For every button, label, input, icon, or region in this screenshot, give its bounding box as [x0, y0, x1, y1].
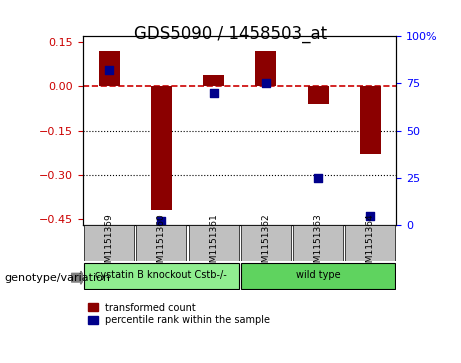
Bar	[307, 86, 329, 104]
Bar	[255, 51, 276, 86]
Text: GSM1151359: GSM1151359	[105, 213, 113, 274]
Text: GSM1151360: GSM1151360	[157, 213, 166, 274]
Bar	[203, 75, 224, 86]
Text: wild type: wild type	[296, 270, 340, 280]
Point	[366, 213, 374, 219]
Bar	[99, 51, 119, 86]
FancyBboxPatch shape	[84, 263, 239, 289]
Point	[210, 90, 217, 96]
FancyBboxPatch shape	[136, 225, 186, 261]
FancyBboxPatch shape	[241, 263, 396, 289]
Text: GSM1151363: GSM1151363	[313, 213, 323, 274]
Legend: transformed count, percentile rank within the sample: transformed count, percentile rank withi…	[88, 302, 270, 326]
Text: GSM1151361: GSM1151361	[209, 213, 218, 274]
Bar	[360, 86, 381, 154]
FancyBboxPatch shape	[189, 225, 239, 261]
Point	[106, 68, 113, 73]
Text: GSM1151364: GSM1151364	[366, 213, 375, 274]
Text: cystatin B knockout Cstb-/-: cystatin B knockout Cstb-/-	[95, 270, 227, 280]
Text: genotype/variation: genotype/variation	[5, 273, 111, 283]
FancyBboxPatch shape	[84, 225, 134, 261]
Text: GDS5090 / 1458503_at: GDS5090 / 1458503_at	[134, 25, 327, 44]
Bar	[151, 86, 172, 210]
FancyBboxPatch shape	[345, 225, 396, 261]
FancyBboxPatch shape	[293, 225, 343, 261]
Point	[262, 81, 270, 86]
FancyBboxPatch shape	[241, 225, 291, 261]
FancyArrow shape	[71, 271, 85, 284]
Point	[158, 219, 165, 224]
Point	[314, 175, 322, 181]
Text: GSM1151362: GSM1151362	[261, 213, 270, 274]
